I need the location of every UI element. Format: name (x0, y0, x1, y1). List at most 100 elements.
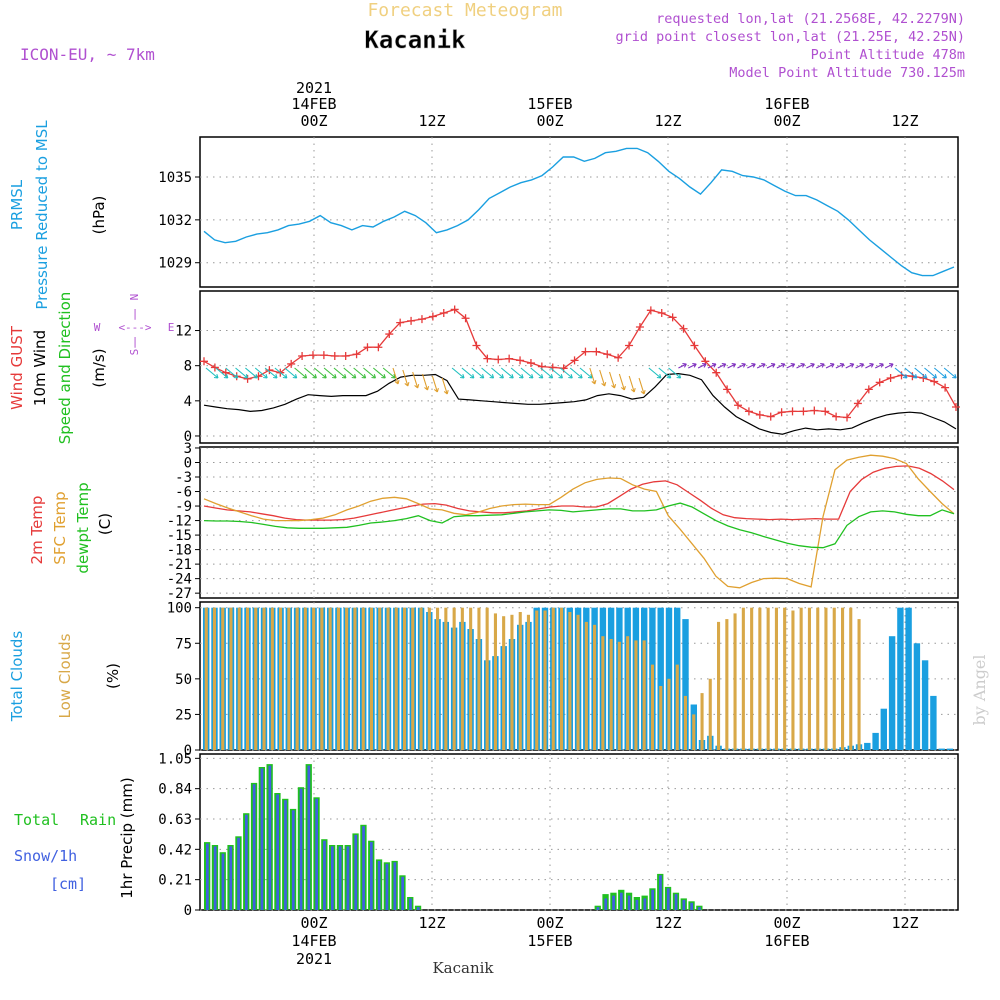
low-cloud-bar (593, 624, 597, 750)
low-cloud-bar (419, 607, 423, 750)
wind-direction-arrow (845, 363, 855, 369)
snow-bar (299, 788, 303, 910)
wind-direction-arrow (658, 367, 672, 379)
wind-direction-arrow (520, 367, 534, 379)
low-cloud-bar (518, 612, 522, 750)
low-cloud-bar (849, 607, 853, 750)
top-tick-00z-16: 00Z (773, 112, 800, 130)
wind-direction-arrow (264, 367, 278, 379)
temp-label-2: SFC Temp (51, 491, 69, 564)
low-cloud-bar (485, 607, 489, 750)
temp-ytick-label: -9 (175, 499, 192, 515)
low-cloud-bar (634, 640, 638, 750)
low-cloud-bar (692, 714, 696, 750)
bottom-year: 2021 (296, 950, 332, 968)
wind-direction-arrow (668, 367, 682, 379)
low-cloud-bar (411, 607, 415, 750)
pressure-ytick-label: 1035 (158, 170, 192, 186)
top-year: 2021 (296, 79, 332, 97)
cloud-label-2: Low Clouds (56, 633, 74, 718)
snow-bar (362, 826, 365, 910)
chart-title: Forecast Meteogram (367, 0, 562, 21)
temp-2m-line (203, 465, 955, 521)
low-cloud-bar (584, 621, 588, 750)
bottom-tick-12z-14: 12Z (418, 914, 445, 932)
gust-marker (417, 315, 426, 324)
wind-direction-arrow (815, 363, 825, 369)
point-altitude: Point Altitude 478m (811, 47, 965, 63)
bottom-date-14feb: 14FEB (291, 932, 336, 950)
temp-ytick-label: -27 (167, 586, 192, 602)
gust-marker (363, 343, 372, 352)
snow-bar (260, 768, 264, 910)
snow-bar (682, 899, 686, 910)
wind-direction-arrow (638, 377, 646, 395)
temp-ytick-label: -18 (167, 543, 192, 559)
precip-ytick-label: 1.05 (158, 751, 192, 767)
gust-marker (766, 412, 775, 421)
low-cloud-bar (254, 607, 258, 750)
low-cloud-bar (394, 607, 398, 750)
low-cloud-bar (708, 678, 712, 750)
low-cloud-bar (799, 607, 803, 750)
temp-ytick-label: -12 (167, 514, 192, 530)
wind-direction-arrow (510, 367, 524, 379)
low-cloud-bar (427, 607, 431, 750)
low-cloud-bar (667, 678, 671, 750)
top-date-14feb: 14FEB (291, 95, 336, 113)
temp-ytick-label: -24 (167, 572, 192, 588)
bottom-tick-00z-14: 00Z (300, 914, 327, 932)
top-date-16feb: 16FEB (764, 95, 809, 113)
total-cloud-bar (897, 607, 904, 750)
gust-marker (886, 373, 895, 382)
cloud-panel-labels: Total Clouds Low Clouds (%) (8, 631, 122, 723)
low-cloud-bar (369, 607, 373, 750)
snow-bar (698, 907, 701, 910)
pressure-panel: 1029 1032 1035 (158, 136, 959, 288)
compass-v-bottom: | (132, 335, 139, 348)
wind-label-2: 10m Wind (31, 330, 49, 406)
low-cloud-bar (336, 607, 340, 750)
snow-bar (245, 814, 248, 910)
low-cloud-bar (766, 607, 770, 750)
total-cloud-bar (682, 619, 689, 750)
low-cloud-bar (675, 664, 679, 750)
gust-marker (396, 318, 405, 327)
low-cloud-bar (212, 607, 216, 750)
gust-marker (428, 312, 437, 321)
low-cloud-bar (262, 607, 266, 750)
wind-frame (199, 290, 959, 444)
cloud-ytick-label: 100 (167, 601, 192, 617)
top-tick-12z-14: 12Z (418, 112, 445, 130)
wind-direction-arrow (806, 363, 815, 369)
low-cloud-bar (452, 607, 456, 750)
low-cloud-bar (246, 607, 250, 750)
snow-bar (666, 888, 670, 910)
gust-marker (614, 353, 623, 362)
snow-bar (370, 842, 373, 910)
wind-direction-arrow (382, 367, 396, 379)
gust-marker (635, 323, 644, 332)
precip-ytick-label: 0.63 (158, 812, 192, 828)
gust-marker (221, 368, 230, 377)
snow-bar (323, 840, 326, 910)
wind-direction-arrow (343, 367, 357, 379)
cloud-panel: 0 25 50 75 100 (167, 601, 959, 759)
snow-bar (229, 846, 233, 910)
wind-direction-arrow (737, 363, 746, 369)
gust-marker (516, 356, 525, 365)
precip-panel: 0 0.21 0.42 0.63 0.84 1.05 (158, 751, 959, 919)
low-cloud-bar (758, 607, 762, 750)
bottom-tick-00z-15: 00Z (536, 914, 563, 932)
precip-ytick-label: 0.42 (158, 842, 192, 858)
bottom-tick-12z-16: 12Z (891, 914, 918, 932)
snow-bar (307, 765, 311, 910)
low-cloud-bar (328, 607, 332, 750)
gust-marker (450, 305, 459, 314)
gust-marker (744, 407, 753, 416)
low-cloud-bar (576, 614, 580, 750)
total-cloud-bar (880, 708, 887, 750)
wind-direction-arrow (569, 367, 583, 379)
precip-label-snow: Snow/1h (14, 847, 77, 865)
